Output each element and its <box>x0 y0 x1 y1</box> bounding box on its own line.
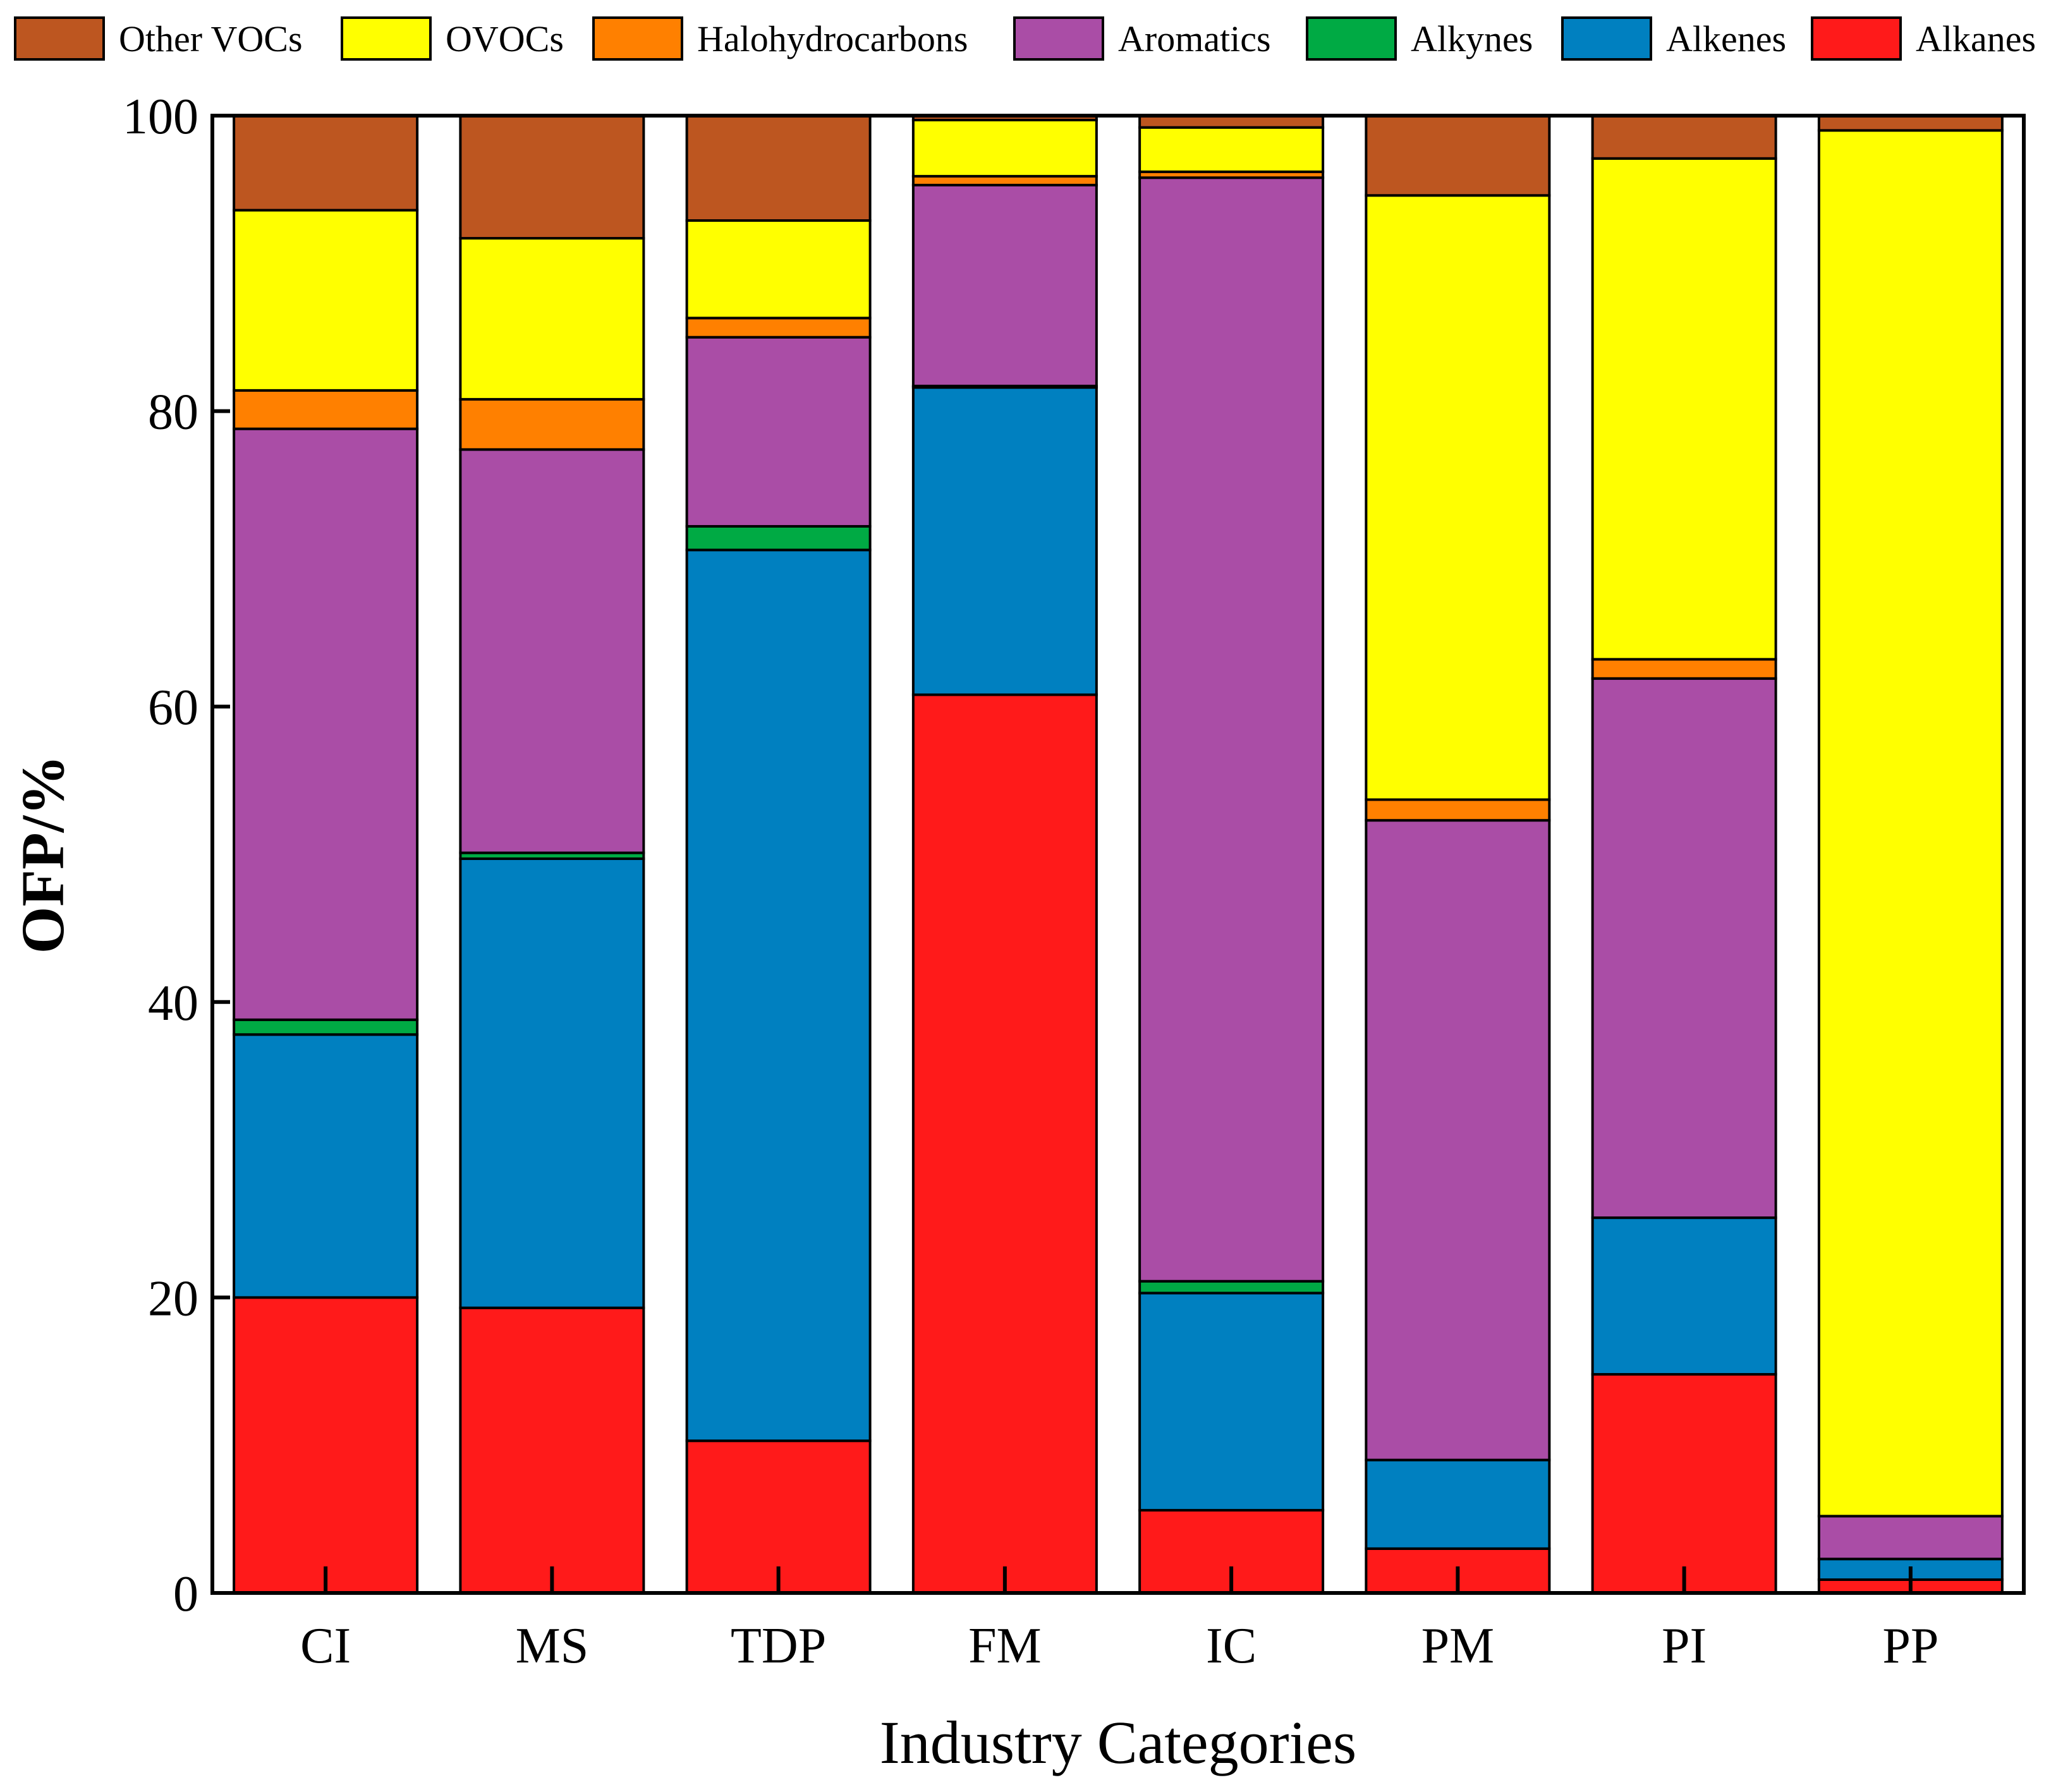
bar-segment-ms-other-vocs <box>459 114 645 240</box>
bar-segment-pp-aromatics <box>1817 1515 2004 1561</box>
bar-segment-ci-ovocs <box>233 209 419 392</box>
bar-group-pm <box>1365 114 1551 1595</box>
bar-segment-pp-ovocs <box>1817 129 2004 1518</box>
y-axis-ticks: 0 20 40 60 80 100 <box>123 89 230 1622</box>
y-tick-label: 60 <box>148 680 198 736</box>
bar-group-pi <box>1591 114 1777 1595</box>
y-tick-label: 20 <box>148 1271 198 1326</box>
legend: Other VOCs OVOCs Halohydrocarbons Aromatics… <box>14 16 2036 61</box>
x-axis-ticks: CI MS TDP FM IC PM PI PP <box>300 1566 1938 1674</box>
bar-segment-ci-alkenes <box>233 1033 419 1299</box>
legend-item-other-vocs: Other VOCs <box>14 16 303 61</box>
bar-group-ms <box>459 114 645 1595</box>
x-tick-label-pp: PP <box>1882 1618 1938 1674</box>
bar-segment-ms-alkenes <box>459 857 645 1309</box>
x-tick-label-ci: CI <box>300 1618 351 1674</box>
legend-label: Other VOCs <box>119 18 303 59</box>
legend-swatch <box>1013 16 1104 61</box>
bar-segment-pi-ovocs <box>1591 157 1777 661</box>
x-tick-label-pi: PI <box>1662 1618 1707 1674</box>
bar-segment-tdp-other-vocs <box>685 114 872 222</box>
legend-swatch <box>1561 16 1652 61</box>
bar-segment-fm-alkanes <box>911 693 1098 1594</box>
bar-group-ci <box>233 114 419 1594</box>
y-tick-label: 100 <box>123 89 198 145</box>
bar-segment-ci-other-vocs <box>233 114 419 212</box>
legend-swatch <box>341 16 432 61</box>
legend-swatch <box>592 16 683 61</box>
bar-segment-ic-aromatics <box>1138 176 1325 1283</box>
bar-segment-pm-alkenes <box>1365 1458 1551 1550</box>
bar-segment-ic-ovocs <box>1138 126 1325 173</box>
bar-segment-ic-alkenes <box>1138 1292 1325 1512</box>
bar-segment-ci-halohydrocarbons <box>233 389 419 430</box>
x-tick-label-tdp: TDP <box>731 1618 826 1674</box>
bar-segment-ms-alkanes <box>459 1306 645 1595</box>
bar-segment-ic-alkynes <box>1138 1280 1325 1295</box>
x-axis-title: Industry Categories <box>880 1709 1357 1776</box>
bars <box>233 114 2004 1595</box>
bar-segment-pi-alkenes <box>1591 1216 1777 1376</box>
x-tick-label-ms: MS <box>516 1618 589 1674</box>
y-tick-label: 80 <box>148 385 198 440</box>
y-tick-label: 0 <box>173 1566 198 1622</box>
bar-group-tdp <box>685 114 872 1595</box>
bar-segment-pm-halohydrocarbons <box>1365 798 1551 822</box>
legend-label: Alkanes <box>1916 18 2036 59</box>
legend-swatch <box>14 16 105 61</box>
legend-label: Halohydrocarbons <box>697 18 968 59</box>
bar-segment-pp-other-vocs <box>1817 114 2004 132</box>
bar-segment-ms-ovocs <box>459 237 645 401</box>
bar-segment-fm-aromatics <box>911 183 1098 387</box>
y-tick-label: 40 <box>148 976 198 1031</box>
bar-segment-pm-ovocs <box>1365 194 1551 801</box>
legend-item-ovocs: OVOCs <box>341 16 564 61</box>
bar-segment-pm-other-vocs <box>1365 114 1551 197</box>
bar-segment-fm-alkenes <box>911 386 1098 696</box>
legend-item-halohydrocarbons: Halohydrocarbons <box>592 16 968 61</box>
bar-segment-tdp-alkynes <box>685 524 872 552</box>
bar-segment-fm-halohydrocarbons <box>911 174 1098 186</box>
bar-segment-ms-aromatics <box>459 448 645 854</box>
legend-label: Alkynes <box>1411 18 1533 59</box>
y-axis-title: OFP/% <box>9 755 76 954</box>
bar-segment-ms-halohydrocarbons <box>459 397 645 451</box>
bar-segment-ci-alkanes <box>233 1296 419 1594</box>
bar-segment-pm-aromatics <box>1365 819 1551 1462</box>
legend-item-alkynes: Alkynes <box>1306 16 1533 61</box>
bar-segment-fm-ovocs <box>911 119 1098 178</box>
legend-swatch <box>1306 16 1397 61</box>
bar-segment-ci-alkynes <box>233 1018 419 1036</box>
x-tick-label-fm: FM <box>968 1618 1042 1674</box>
bar-segment-pi-alkanes <box>1591 1372 1777 1595</box>
legend-label: OVOCs <box>446 18 564 59</box>
axes: 0 20 40 60 80 100 CI MS TDP FM IC PM PI PP Industry … <box>9 89 2026 1776</box>
bar-group-ic <box>1138 114 1325 1595</box>
legend-item-alkanes: Alkanes <box>1811 16 2036 61</box>
legend-label: Alkenes <box>1666 18 1786 59</box>
legend-label: Aromatics <box>1118 18 1271 59</box>
x-tick-label-pm: PM <box>1421 1618 1495 1674</box>
legend-item-alkenes: Alkenes <box>1561 16 1786 61</box>
bar-segment-ci-aromatics <box>233 427 419 1021</box>
plot-frame <box>210 114 2026 1595</box>
bar-segment-tdp-aromatics <box>685 336 872 528</box>
legend-swatch <box>1811 16 1902 61</box>
bar-segment-tdp-halohydrocarbons <box>685 317 872 339</box>
bar-segment-tdp-alkenes <box>685 548 872 1443</box>
bar-segment-tdp-ovocs <box>685 219 872 320</box>
bar-segment-pi-other-vocs <box>1591 114 1777 160</box>
x-tick-label-ic: IC <box>1206 1618 1257 1674</box>
legend-item-aromatics: Aromatics <box>1013 16 1271 61</box>
bar-segment-pi-aromatics <box>1591 677 1777 1220</box>
bar-group-pp <box>1817 114 2004 1595</box>
bar-group-fm <box>911 114 1098 1594</box>
bar-segment-pi-halohydrocarbons <box>1591 658 1777 680</box>
